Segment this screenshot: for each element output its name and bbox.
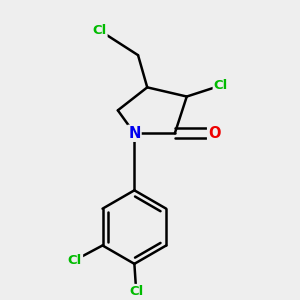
Text: Cl: Cl bbox=[68, 254, 82, 267]
Text: Cl: Cl bbox=[92, 24, 106, 37]
Text: Cl: Cl bbox=[129, 285, 143, 298]
Text: N: N bbox=[128, 126, 141, 141]
Text: Cl: Cl bbox=[214, 79, 228, 92]
Text: O: O bbox=[208, 126, 220, 141]
